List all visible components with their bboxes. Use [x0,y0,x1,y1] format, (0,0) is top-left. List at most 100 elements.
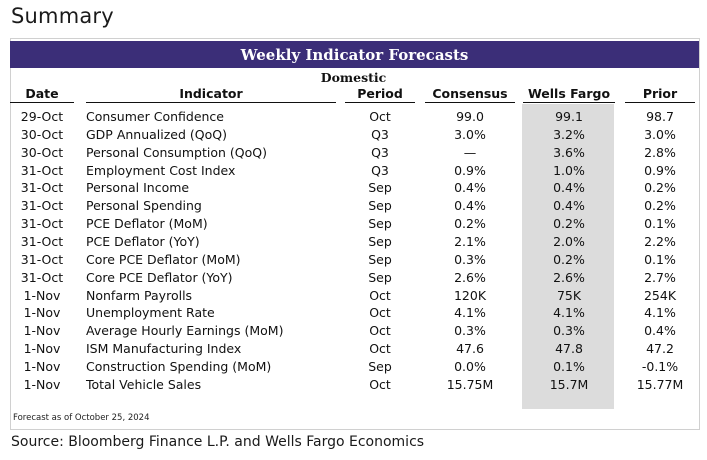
footnote: Forecast as of October 25, 2024 [13,413,150,423]
cell-wells-fargo: 47.8 [555,341,583,357]
cell-period: Q3 [371,144,389,160]
cell-wells-fargo: 4.1% [553,305,585,321]
cell-consensus: 15.75M [446,376,494,392]
page-title: Summary [11,4,114,28]
cell-wells-fargo: 0.4% [553,198,585,214]
cell-wells-fargo: 0.2% [553,251,585,267]
cell-prior: 4.1% [644,305,676,321]
cell-prior: 98.7 [646,109,674,124]
wells-fargo-column-highlight [522,104,614,409]
cell-indicator: Consumer Confidence [86,109,224,124]
cell-indicator: Unemployment Rate [86,305,215,321]
cell-wells-fargo: 99.1 [555,109,583,124]
cell-consensus: 0.3% [454,251,486,267]
cell-prior: 0.4% [644,323,676,339]
header-period: Period [345,86,415,103]
table-row: 1-Nov Unemployment Rate Oct 4.1% 4.1% 4.1% [0,304,707,322]
table-row: 31-Oct Personal Income Sep 0.4% 0.4% 0.2% [0,179,707,197]
cell-indicator: Construction Spending (MoM) [86,358,272,374]
cell-wells-fargo: 2.6% [553,269,585,285]
table-row: 1-Nov Average Hourly Earnings (MoM) Oct 0.3… [0,322,707,340]
header-wells-fargo: Wells Fargo [523,86,615,103]
cell-consensus: 2.1% [454,233,486,249]
cell-consensus: 4.1% [454,305,486,321]
cell-prior: -0.1% [641,358,679,374]
cell-wells-fargo: 15.7M [549,376,589,392]
cell-date: 1-Nov [23,323,61,339]
table-row: 1-Nov Total Vehicle Sales Oct 15.75M 15.7M 15… [0,376,707,394]
table-row: 1-Nov Nonfarm Payrolls Oct 120K 75K 254K [0,287,707,305]
cell-date: 31-Oct [20,198,64,214]
source-note: Source: Bloomberg Finance L.P. and Wells… [11,434,425,450]
cell-indicator: Core PCE Deflator (MoM) [86,251,241,267]
cell-prior: 0.1% [644,216,676,232]
table-row: 1-Nov Construction Spending (MoM) Sep 0.0% 0… [0,358,707,376]
cell-period: Sep [368,216,392,232]
cell-indicator: PCE Deflator (MoM) [86,216,208,232]
cell-indicator: Personal Spending [86,198,202,214]
cell-date: 31-Oct [20,180,64,196]
cell-consensus: 0.0% [454,358,486,374]
cell-consensus: 0.4% [454,180,486,196]
header-date: Date [10,86,74,103]
cell-indicator: Average Hourly Earnings (MoM) [86,323,284,339]
cell-prior: 47.2 [646,341,674,357]
cell-period: Oct [369,341,391,357]
cell-date: 31-Oct [20,233,64,249]
cell-indicator: Personal Income [86,180,190,196]
cell-prior: 15.77M [636,376,684,392]
cell-period: Sep [368,198,392,214]
table-row: 30-Oct GDP Annualized (QoQ) Q3 3.0% 3.2% 3.0% [0,126,707,144]
cell-consensus: 99.0 [456,109,484,124]
cell-period: Oct [369,287,391,303]
cell-indicator: Employment Cost Index [86,162,236,178]
cell-indicator: Core PCE Deflator (YoY) [86,269,233,285]
cell-date: 1-Nov [23,376,61,392]
cell-wells-fargo: 1.0% [553,162,585,178]
cell-consensus: 2.6% [454,269,486,285]
cell-period: Sep [368,269,392,285]
table-row: 31-Oct Core PCE Deflator (YoY) Sep 2.6% 2.6%… [0,269,707,287]
cell-date: 31-Oct [20,216,64,232]
cell-period: Oct [369,323,391,339]
cell-date: 30-Oct [20,126,64,142]
cell-consensus: — [463,144,477,160]
cell-consensus: 0.9% [454,162,486,178]
table-row: 1-Nov ISM Manufacturing Index Oct 47.6 47.8 4… [0,340,707,358]
cell-period: Oct [369,305,391,321]
cell-period: Q3 [371,162,389,178]
cell-period: Sep [368,358,392,374]
cell-date: 29-Oct [20,109,64,124]
cell-consensus: 47.6 [456,341,484,357]
cell-wells-fargo: 3.2% [553,126,585,142]
cell-period: Sep [368,233,392,249]
cell-date: 31-Oct [20,162,64,178]
cell-wells-fargo: 0.4% [553,180,585,196]
cell-indicator: Total Vehicle Sales [86,376,202,392]
cell-wells-fargo: 0.2% [553,216,585,232]
section-label: Domestic [320,70,387,85]
cell-period: Sep [368,180,392,196]
header-consensus: Consensus [425,86,515,103]
cell-prior: 2.8% [644,144,676,160]
cell-indicator: PCE Deflator (YoY) [86,233,200,249]
cell-date: 31-Oct [20,269,64,285]
cell-period: Oct [369,109,391,124]
cell-wells-fargo: 2.0% [553,233,585,249]
cell-prior: 0.9% [644,162,676,178]
cell-prior: 2.2% [644,233,676,249]
cell-indicator: GDP Annualized (QoQ) [86,126,227,142]
cell-date: 1-Nov [23,305,61,321]
cell-period: Sep [368,251,392,267]
table-row: 29-Oct Consumer Confidence Oct 99.0 99.1 98.7 [0,108,707,126]
cell-indicator: Nonfarm Payrolls [86,287,193,303]
cell-wells-fargo: 0.3% [553,323,585,339]
cell-prior: 0.2% [644,180,676,196]
table-banner: Weekly Indicator Forecasts [10,41,699,68]
header-indicator: Indicator [86,86,336,103]
cell-date: 1-Nov [23,341,61,357]
cell-consensus: 0.4% [454,198,486,214]
cell-indicator: Personal Consumption (QoQ) [86,144,267,160]
cell-date: 30-Oct [20,144,64,160]
cell-consensus: 0.2% [454,216,486,232]
